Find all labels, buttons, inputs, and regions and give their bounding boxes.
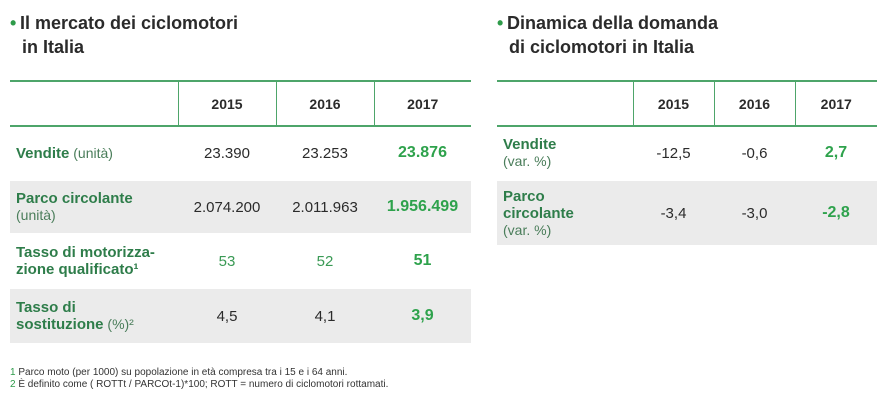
demand-table: 2015 2016 2017 Vendite (var. %) -12,5 -0,… <box>497 80 877 247</box>
cell: -12,5 <box>633 126 714 181</box>
cell-highlight: 51 <box>374 234 471 289</box>
table-row: Tasso di sostituzione (%)² 4,5 4,1 3,9 <box>10 288 471 345</box>
table-row: Vendite (var. %) -12,5 -0,6 2,7 <box>497 126 877 181</box>
cell-highlight: -2,8 <box>795 180 877 247</box>
cell: 53 <box>178 234 276 289</box>
header-year: 2016 <box>713 80 795 127</box>
demand-title: • Dinamica della domanda di ciclomotori i… <box>497 13 719 57</box>
table-header-row: 2015 2016 2017 <box>497 80 877 127</box>
cell: 4,1 <box>276 288 374 345</box>
cell: 52 <box>276 234 374 289</box>
market-table: 2015 2016 2017 Vendite (unità) 23.390 23… <box>10 80 471 345</box>
cell-highlight: 3,9 <box>374 288 471 345</box>
row-label: Tasso di sostituzione (%)² <box>10 288 178 345</box>
table-row: Tasso di motorizza-zione qualificato¹ 53… <box>10 234 471 289</box>
footnotes: 1 Parco moto (per 1000) su popolazione i… <box>10 367 388 391</box>
cell: -3,0 <box>714 180 795 247</box>
cell-highlight: 23.876 <box>374 126 471 181</box>
table-header-row: 2015 2016 2017 <box>10 80 471 127</box>
row-label: Vendite (var. %) <box>497 126 633 181</box>
header-empty <box>10 80 178 127</box>
bullet-icon: • <box>497 13 504 33</box>
header-year: 2015 <box>177 80 276 127</box>
row-label: Parco circolante (var. %) <box>497 180 633 247</box>
cell: 23.253 <box>276 126 374 181</box>
cell: 23.390 <box>178 126 276 181</box>
footnote: 1 Parco moto (per 1000) su popolazione i… <box>10 367 348 378</box>
header-empty <box>497 80 633 127</box>
header-year: 2017 <box>373 80 471 127</box>
cell-highlight: 2,7 <box>795 126 877 181</box>
header-year: 2017 <box>794 80 877 127</box>
cell: 2.074.200 <box>178 180 276 235</box>
cell: -0,6 <box>714 126 795 181</box>
cell-highlight: 1.956.499 <box>374 180 471 235</box>
footnote: 2 È definito come ( ROTTt / PARCOt-1)*10… <box>10 379 389 390</box>
header-year: 2016 <box>275 80 374 127</box>
bullet-icon: • <box>10 13 17 33</box>
row-label: Parco circolante (unità) <box>10 180 178 235</box>
table-row: Vendite (unità) 23.390 23.253 23.876 <box>10 126 471 181</box>
cell: 4,5 <box>178 288 276 345</box>
cell: 2.011.963 <box>276 180 374 235</box>
header-year: 2015 <box>632 80 714 127</box>
table-row: Parco circolante (unità) 2.074.200 2.011.… <box>10 180 471 235</box>
cell: -3,4 <box>633 180 714 247</box>
row-label: Vendite (unità) <box>10 126 178 181</box>
table-row: Parco circolante (var. %) -3,4 -3,0 -2,8 <box>497 180 877 247</box>
row-label: Tasso di motorizza-zione qualificato¹ <box>10 234 178 289</box>
market-title: • Il mercato dei ciclomotori in Italia <box>10 13 239 57</box>
